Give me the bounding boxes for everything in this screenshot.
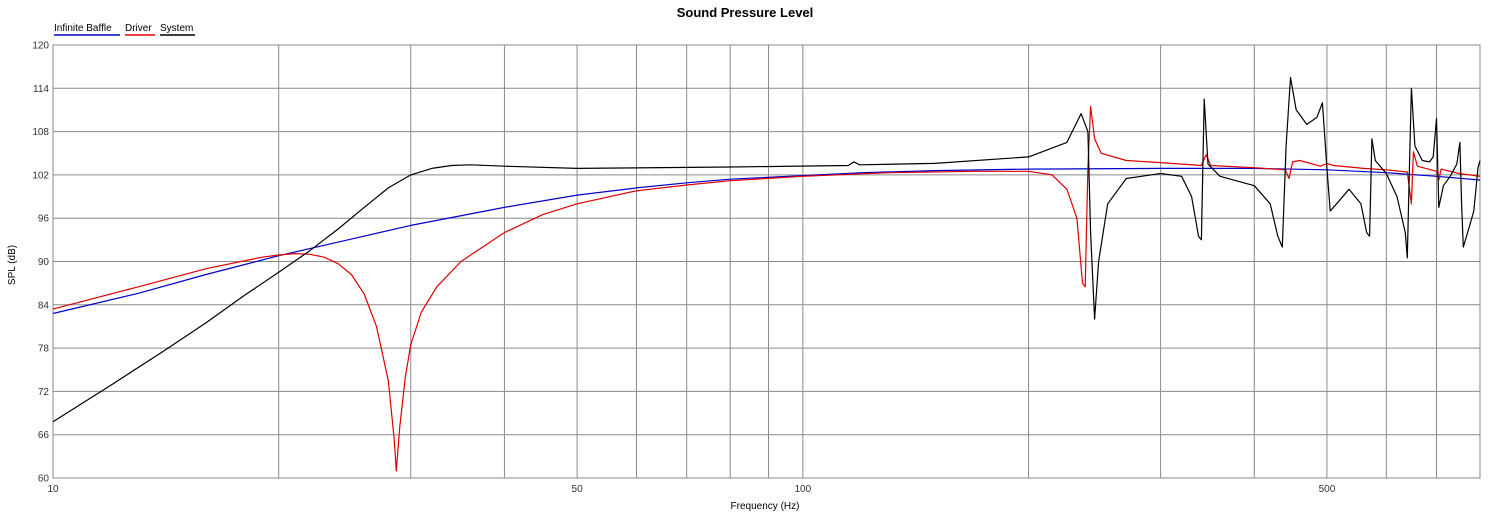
- y-tick-label: 120: [32, 41, 49, 52]
- legend-label: System: [160, 23, 193, 34]
- series-lines: [52, 76, 1481, 472]
- plot-area-border: [52, 44, 1481, 479]
- y-tick-label: 114: [33, 84, 49, 95]
- x-tick-label: 100: [794, 484, 811, 495]
- y-tick-label: 102: [32, 170, 49, 181]
- y-tick-label: 60: [38, 474, 50, 485]
- chart-title: Sound Pressure Level: [677, 5, 814, 20]
- x-tick-label: 10: [47, 484, 59, 495]
- y-tick-label: 66: [38, 430, 50, 441]
- series-line-driver: [52, 105, 1481, 472]
- y-tick-label: 96: [38, 214, 50, 225]
- legend: Infinite Baffle Driver System: [54, 23, 195, 36]
- legend-label: Infinite Baffle: [54, 23, 112, 34]
- series-line-infinite-baffle: [52, 167, 1481, 315]
- y-tick-label: 108: [32, 127, 49, 138]
- y-axis-label: SPL (dB): [7, 245, 18, 285]
- x-axis-ticks: 10 50 100 500: [47, 484, 1335, 495]
- y-axis-ticks: 60 66 72 78 84 90 96 102 108 114 120: [32, 41, 49, 485]
- x-tick-label: 50: [572, 484, 584, 495]
- legend-label: Driver: [125, 23, 152, 34]
- y-tick-label: 72: [38, 387, 50, 398]
- y-tick-label: 84: [38, 300, 50, 311]
- y-tick-label: 78: [38, 344, 50, 355]
- plot-grid: [52, 44, 1481, 479]
- x-axis-label: Frequency (Hz): [731, 501, 800, 512]
- series-line-system: [52, 76, 1481, 423]
- y-tick-label: 90: [38, 257, 50, 268]
- x-tick-label: 500: [1319, 484, 1336, 495]
